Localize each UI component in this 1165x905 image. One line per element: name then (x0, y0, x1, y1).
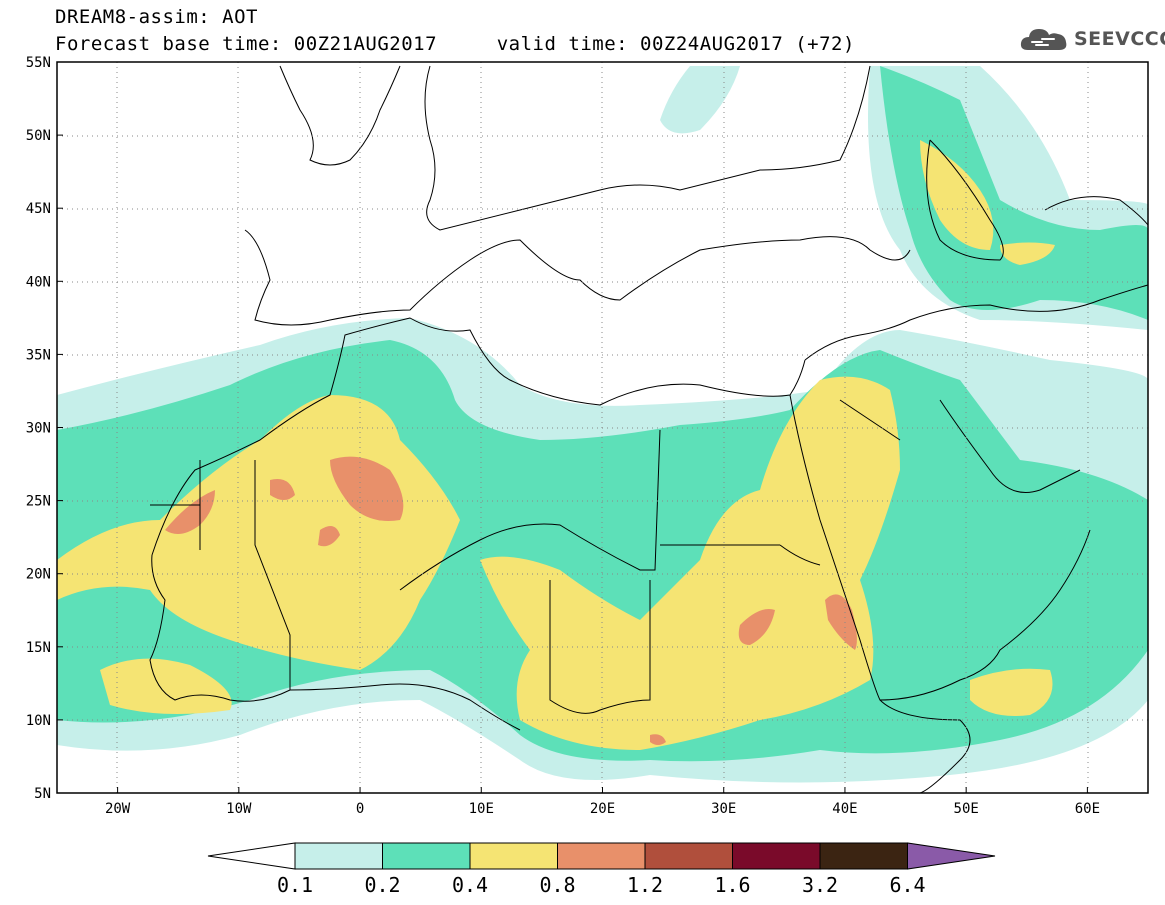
lat-tick-label: 20N (26, 567, 51, 583)
map-subtitle: Forecast base time: 00Z21AUG2017 valid t… (55, 33, 855, 55)
cloud-icon (1020, 29, 1067, 50)
colorbar-label: 0.4 (452, 873, 488, 897)
map-plot-area (57, 62, 1148, 793)
colorbar-label: 3.2 (802, 873, 838, 897)
lat-tick-label: 45N (26, 201, 51, 217)
colorbar-label: 0.8 (539, 873, 575, 897)
lat-tick-label: 35N (26, 347, 51, 363)
lat-tick-label: 30N (26, 421, 51, 437)
colorbar-swatch (557, 842, 646, 870)
lon-tick-label: 30E (711, 801, 736, 817)
lon-tick-label: 20E (590, 801, 615, 817)
seevccc-logo: SEEVCCC (1018, 24, 1165, 54)
lon-tick-label: 40E (832, 801, 857, 817)
lat-tick-label: 40N (26, 274, 51, 290)
logo-text: SEEVCCC (1074, 28, 1165, 50)
lat-tick-label: 55N (26, 55, 51, 71)
lon-tick-label: 10W (226, 801, 252, 817)
colorbar-arrow-low (207, 842, 296, 870)
lat-tick-label: 10N (26, 713, 51, 729)
colorbar-label: 0.2 (364, 873, 400, 897)
lon-axis: 20W 10W 0 10E 20E 30E 40E 50E 60E (105, 787, 1100, 817)
aot-level-0.8 (165, 456, 857, 745)
coastlines-borders (149, 65, 1148, 793)
colorbar-swatch (294, 842, 383, 870)
lon-tick-label: 60E (1075, 801, 1100, 817)
colorbar-label: 6.4 (889, 873, 925, 897)
colorbar-swatch (819, 842, 908, 870)
colorbar: 0.1 0.2 0.4 0.8 1.2 1.6 3.2 6.4 (207, 842, 996, 897)
lat-tick-label: 15N (26, 640, 51, 656)
lat-tick-label: 25N (26, 494, 51, 510)
colorbar-label: 1.6 (714, 873, 750, 897)
map-title: DREAM8-assim: AOT (55, 6, 258, 28)
colorbar-arrow-high (907, 842, 996, 870)
lon-tick-label: 0 (356, 801, 364, 817)
lat-tick-label: 50N (26, 128, 51, 144)
lat-tick-label: 5N (34, 786, 51, 802)
colorbar-swatch (469, 842, 558, 870)
lat-lon-grid (57, 62, 1148, 793)
lon-tick-label: 20W (105, 801, 131, 817)
colorbar-label: 1.2 (627, 873, 663, 897)
colorbar-swatch (732, 842, 821, 870)
colorbar-swatch (644, 842, 733, 870)
colorbar-swatch (382, 842, 471, 870)
lon-tick-label: 10E (469, 801, 494, 817)
lon-tick-label: 50E (954, 801, 979, 817)
colorbar-label: 0.1 (277, 873, 313, 897)
lat-axis: 5N 10N 15N 20N 25N 30N 35N 40N 45N 50N 55N (26, 55, 63, 802)
